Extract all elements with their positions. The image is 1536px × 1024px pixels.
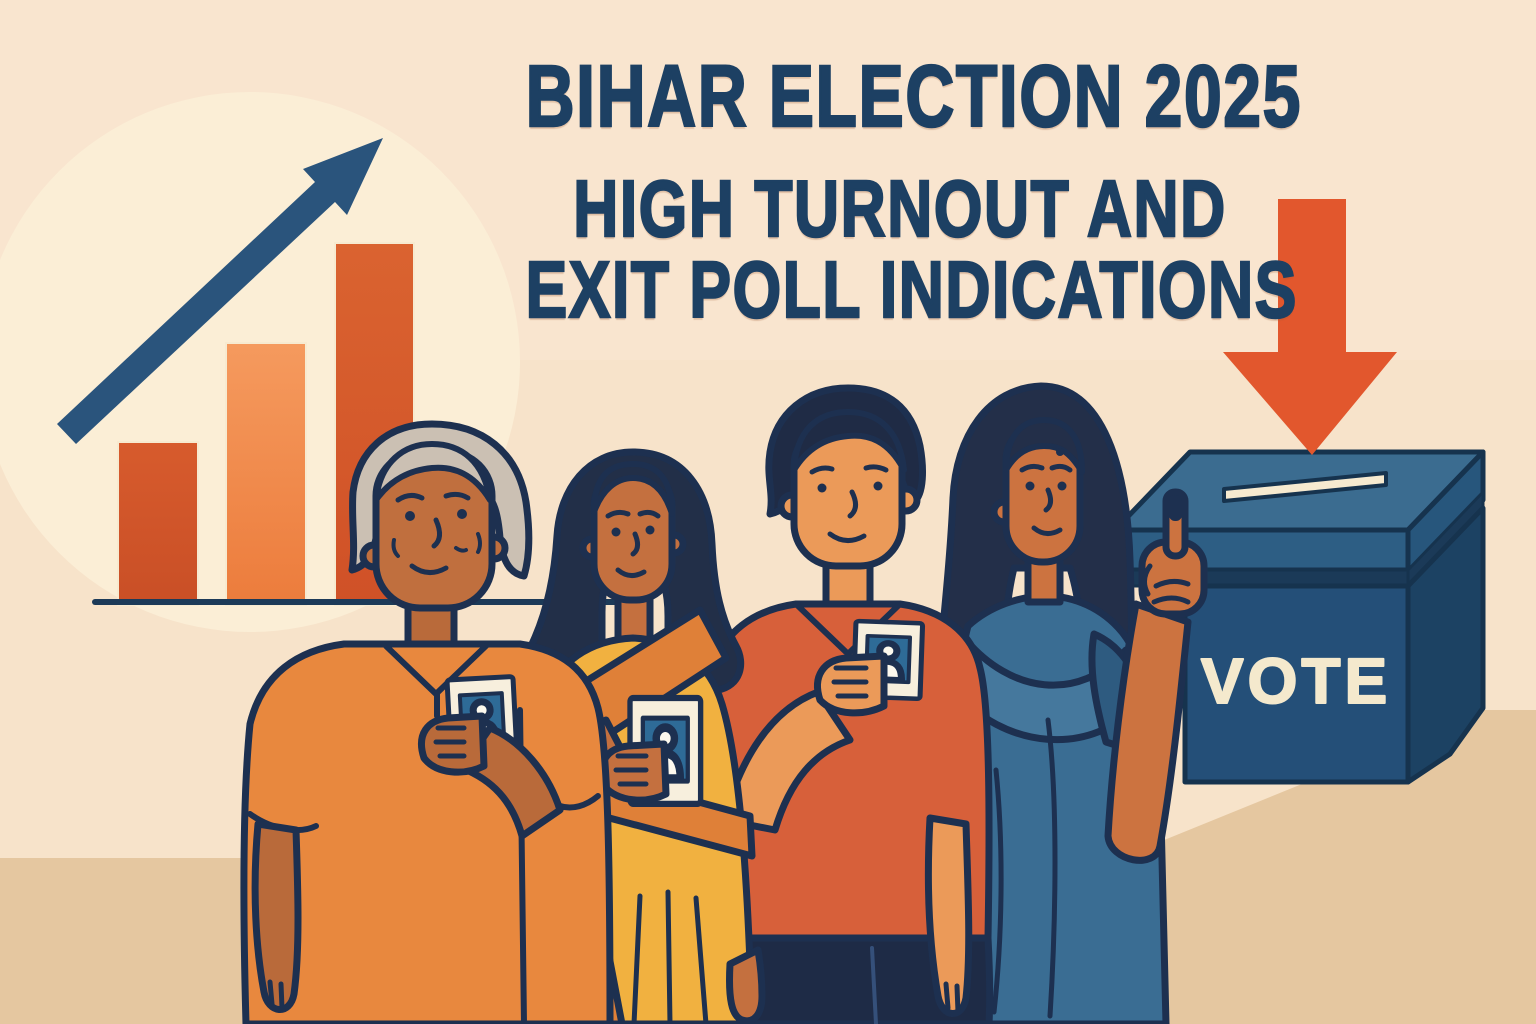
eye — [405, 511, 415, 521]
person-young-man — [703, 384, 994, 1024]
fingers — [613, 753, 649, 787]
subtitle-line-2: EXIT POLL INDICATIONS — [525, 245, 1298, 334]
nose — [1043, 487, 1054, 513]
hair-fringe — [1003, 417, 1085, 475]
eye — [873, 481, 883, 491]
page-title: BIHAR ELECTION 2025 — [525, 48, 1302, 145]
nose — [847, 489, 858, 519]
trend-up-arrow-icon — [57, 138, 383, 444]
raised-forearm — [1104, 600, 1192, 864]
fingers — [267, 979, 285, 1011]
wrinkle — [391, 538, 400, 558]
sari-fold — [991, 767, 1004, 1015]
person-elderly-man — [240, 420, 614, 1024]
fingers — [831, 665, 869, 699]
eyebrow — [605, 509, 631, 519]
vote-label: VOTE — [1201, 645, 1391, 717]
mouth — [409, 563, 449, 575]
eyebrow — [443, 491, 471, 501]
bindi — [1056, 448, 1064, 456]
sari-fold — [1045, 717, 1058, 1019]
mouth — [1031, 525, 1063, 536]
pleats — [631, 889, 709, 1024]
hair-fringe — [791, 409, 907, 473]
wrinkle — [454, 546, 468, 553]
eyebrow — [809, 465, 835, 475]
chart-bar-1 — [117, 441, 199, 606]
hanging-hand — [726, 946, 766, 1024]
ink-mark — [1169, 495, 1182, 521]
gray-hair-fringe — [373, 441, 493, 503]
eyebrow — [1049, 463, 1073, 473]
eye — [817, 483, 827, 493]
hair-fringe — [591, 461, 675, 517]
mouth — [615, 567, 647, 578]
chart-bar-2 — [225, 342, 307, 606]
chart-baseline — [92, 599, 640, 605]
wrinkle — [476, 532, 482, 554]
knuckle — [1151, 595, 1191, 605]
knuckle — [1153, 578, 1191, 589]
eyebrow — [1019, 463, 1045, 473]
hanging-arm — [251, 820, 302, 1013]
person-woman-blue-sari — [928, 382, 1208, 1024]
pants-crease — [870, 946, 878, 1024]
mouth — [827, 531, 867, 543]
ballot-slot — [1222, 471, 1388, 503]
eyebrow — [863, 464, 889, 473]
hanging-arm — [924, 814, 973, 1017]
eye — [1025, 481, 1035, 491]
fingers — [433, 725, 467, 759]
thumb — [1142, 563, 1153, 597]
eye — [611, 527, 621, 537]
turnout-bar-chart — [57, 138, 640, 606]
eye — [457, 509, 467, 519]
nose — [431, 517, 442, 549]
eyebrow — [395, 492, 425, 503]
eyebrow — [637, 509, 661, 519]
fingers — [943, 981, 961, 1015]
nose — [630, 531, 641, 557]
sleeve-hem — [557, 793, 601, 811]
page-subtitle: HIGH TURNOUT AND EXIT POLL INDICATIONS — [525, 164, 1298, 334]
subtitle-line-1: HIGH TURNOUT AND — [572, 164, 1227, 253]
eye — [645, 525, 655, 535]
eye — [1057, 481, 1067, 491]
ballot-box-side — [1405, 505, 1486, 785]
down-arrow-icon — [1223, 199, 1397, 455]
